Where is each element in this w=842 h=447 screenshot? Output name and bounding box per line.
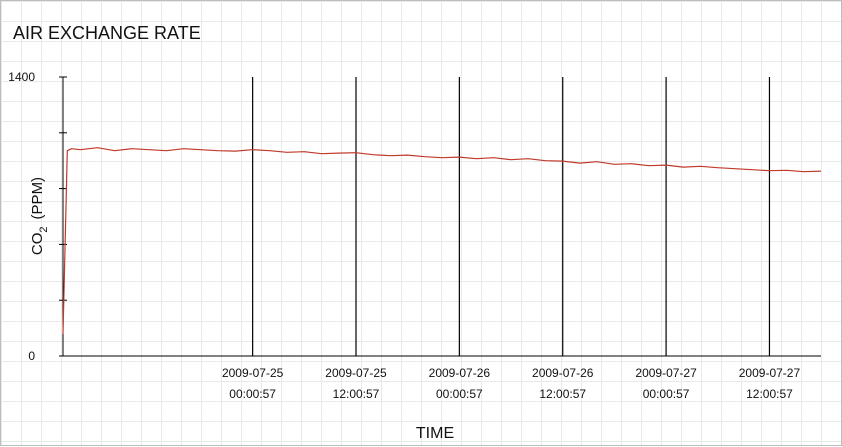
chart-title: AIR EXCHANGE RATE bbox=[13, 23, 201, 43]
y-tick-label-5: 1400 bbox=[8, 70, 35, 84]
x-tick-label-time-3: 12:00:57 bbox=[539, 387, 586, 401]
x-tick-label-date-5: 2009-07-27 bbox=[739, 366, 801, 380]
x-tick-label-time-4: 00:00:57 bbox=[643, 387, 690, 401]
x-tick-label-time-1: 12:00:57 bbox=[333, 387, 380, 401]
x-tick-label-date-0: 2009-07-25 bbox=[222, 366, 284, 380]
x-tick-label-date-3: 2009-07-26 bbox=[532, 366, 594, 380]
x-axis-label: TIME bbox=[416, 425, 454, 442]
y-tick-label-0: 0 bbox=[28, 349, 35, 363]
x-tick-label-date-4: 2009-07-27 bbox=[635, 366, 697, 380]
y-axis-label-subscript: 2 bbox=[38, 226, 50, 232]
x-tick-label-time-0: 00:00:57 bbox=[229, 387, 276, 401]
y-axis-label-main: CO bbox=[29, 233, 46, 256]
x-tick-label-time-5: 12:00:57 bbox=[746, 387, 793, 401]
plot-area: 2009-07-25 00:00:57 2009-07-25 12:00:57 2009… bbox=[8, 70, 822, 401]
x-tick-label-date-2: 2009-07-26 bbox=[429, 366, 491, 380]
x-tick-label-date-1: 2009-07-25 bbox=[325, 366, 387, 380]
co2-series-line-0 bbox=[62, 147, 822, 335]
x-tick-label-time-2: 00:00:57 bbox=[436, 387, 483, 401]
y-axis-label-unit: (PPM) bbox=[29, 177, 46, 220]
y-axis-label: CO2 (PPM) bbox=[29, 177, 50, 255]
